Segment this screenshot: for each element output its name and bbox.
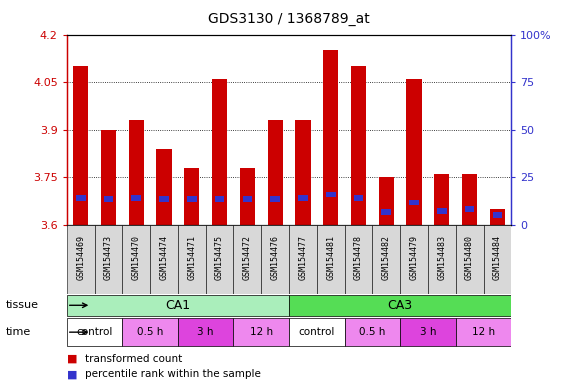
Bar bbox=[95, 225, 123, 294]
Bar bbox=[323, 50, 338, 225]
Text: 3 h: 3 h bbox=[419, 327, 436, 337]
Bar bbox=[462, 174, 477, 225]
Bar bbox=[409, 200, 419, 205]
Bar bbox=[67, 225, 95, 294]
Text: percentile rank within the sample: percentile rank within the sample bbox=[85, 369, 261, 379]
Text: 0.5 h: 0.5 h bbox=[137, 327, 163, 337]
Bar bbox=[317, 225, 345, 294]
Bar bbox=[150, 225, 178, 294]
Bar bbox=[483, 225, 511, 294]
Text: 0.5 h: 0.5 h bbox=[359, 327, 386, 337]
Text: GSM154484: GSM154484 bbox=[493, 235, 502, 280]
Bar bbox=[437, 208, 447, 214]
Bar bbox=[400, 318, 456, 346]
Bar bbox=[234, 318, 289, 346]
Text: control: control bbox=[77, 327, 113, 337]
Bar bbox=[215, 196, 224, 202]
Bar bbox=[101, 130, 116, 225]
Bar bbox=[289, 225, 317, 294]
Bar bbox=[400, 225, 428, 294]
Text: control: control bbox=[299, 327, 335, 337]
Bar bbox=[159, 196, 169, 202]
Bar bbox=[212, 79, 227, 225]
Bar bbox=[178, 318, 234, 346]
Text: transformed count: transformed count bbox=[85, 354, 182, 364]
Bar bbox=[178, 225, 206, 294]
Bar bbox=[295, 120, 311, 225]
Text: time: time bbox=[6, 327, 31, 337]
Text: ■: ■ bbox=[67, 369, 77, 379]
Bar bbox=[345, 318, 400, 346]
Bar bbox=[270, 196, 280, 202]
Bar bbox=[67, 318, 123, 346]
Bar bbox=[289, 295, 511, 316]
Bar bbox=[123, 225, 150, 294]
Text: GSM154474: GSM154474 bbox=[160, 235, 168, 280]
Text: GDS3130 / 1368789_at: GDS3130 / 1368789_at bbox=[208, 12, 370, 25]
Text: GSM154478: GSM154478 bbox=[354, 235, 363, 280]
Bar bbox=[156, 149, 171, 225]
Text: GSM154480: GSM154480 bbox=[465, 235, 474, 280]
Bar bbox=[184, 168, 199, 225]
Text: GSM154479: GSM154479 bbox=[410, 235, 418, 280]
Text: GSM154483: GSM154483 bbox=[437, 235, 446, 280]
Bar bbox=[434, 174, 450, 225]
Bar bbox=[234, 225, 261, 294]
Text: tissue: tissue bbox=[6, 300, 39, 310]
Bar bbox=[354, 195, 363, 200]
Bar bbox=[76, 195, 85, 200]
Bar bbox=[490, 209, 505, 225]
Text: GSM154472: GSM154472 bbox=[243, 235, 252, 280]
Text: GSM154475: GSM154475 bbox=[215, 235, 224, 280]
Bar bbox=[428, 225, 456, 294]
Bar bbox=[351, 66, 366, 225]
Text: GSM154482: GSM154482 bbox=[382, 235, 391, 280]
Bar bbox=[379, 177, 394, 225]
Text: 3 h: 3 h bbox=[198, 327, 214, 337]
Bar bbox=[128, 120, 144, 225]
Bar bbox=[240, 168, 255, 225]
Text: ■: ■ bbox=[67, 354, 77, 364]
Text: GSM154477: GSM154477 bbox=[299, 235, 307, 280]
Bar bbox=[456, 225, 483, 294]
Text: CA3: CA3 bbox=[388, 299, 413, 312]
Bar bbox=[345, 225, 372, 294]
Text: GSM154469: GSM154469 bbox=[76, 235, 85, 280]
Bar bbox=[289, 318, 345, 346]
Bar bbox=[103, 196, 113, 202]
Text: CA1: CA1 bbox=[166, 299, 191, 312]
Bar bbox=[298, 195, 308, 200]
Text: GSM154476: GSM154476 bbox=[271, 235, 279, 280]
Bar bbox=[465, 206, 475, 212]
Bar bbox=[187, 196, 197, 202]
Text: GSM154481: GSM154481 bbox=[326, 235, 335, 280]
Bar bbox=[372, 225, 400, 294]
Text: GSM154473: GSM154473 bbox=[104, 235, 113, 280]
Bar bbox=[67, 295, 289, 316]
Bar bbox=[131, 195, 141, 201]
Bar bbox=[381, 209, 391, 215]
Bar bbox=[123, 318, 178, 346]
Text: 12 h: 12 h bbox=[250, 327, 273, 337]
Bar bbox=[407, 79, 422, 225]
Bar bbox=[456, 318, 511, 346]
Text: GSM154470: GSM154470 bbox=[132, 235, 141, 280]
Bar bbox=[242, 196, 252, 202]
Text: GSM154471: GSM154471 bbox=[187, 235, 196, 280]
Bar bbox=[261, 225, 289, 294]
Bar bbox=[73, 66, 88, 225]
Text: 12 h: 12 h bbox=[472, 327, 495, 337]
Bar bbox=[326, 192, 336, 197]
Bar bbox=[206, 225, 234, 294]
Bar bbox=[493, 212, 502, 218]
Bar bbox=[267, 120, 283, 225]
